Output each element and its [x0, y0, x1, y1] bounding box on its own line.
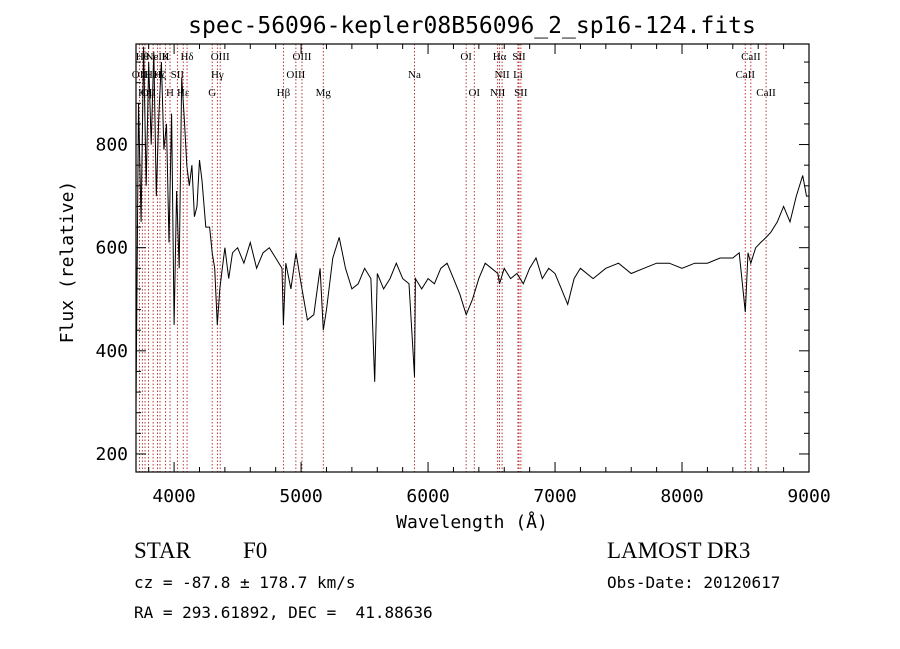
x-tick-label-1: 5000 [279, 486, 322, 507]
line-label-6: Hζ [154, 69, 167, 81]
line-label-10: Hε [177, 87, 190, 99]
y-tick-label-2: 600 [95, 238, 128, 259]
y-axis-label: Flux (relative) [57, 181, 78, 344]
object-class: STAR [134, 538, 191, 563]
line-label-30: CaII [756, 87, 776, 99]
line-label-14: OIII [211, 51, 230, 63]
line-label-27: SII [514, 87, 528, 99]
line-label-24: NII [494, 69, 510, 81]
x-axis-ticks: 4000 5000 6000 7000 8000 9000 [148, 44, 831, 507]
line-label-1: Hθ [136, 51, 149, 63]
line-label-23: Hα [493, 51, 507, 63]
x-tick-label-0: 4000 [152, 486, 195, 507]
line-label-25: Li [513, 69, 523, 81]
line-label-15: Hβ [277, 87, 291, 99]
spectrum-series-line [135, 46, 809, 408]
plot-frame [135, 43, 810, 473]
x-tick-label-4: 8000 [660, 486, 703, 507]
line-label-12: G [208, 87, 216, 99]
line-label-17: OIII [292, 51, 311, 63]
line-label-29: CaII [741, 51, 761, 63]
line-label-16: OIII [286, 69, 305, 81]
y-tick-label-0: 200 [95, 444, 128, 465]
line-label-8: H [166, 87, 174, 99]
line-label-19: Na [408, 69, 421, 81]
line-label-5: NeIII [146, 51, 170, 63]
line-label-22: NII [490, 87, 506, 99]
spectral-subclass: F0 [243, 538, 268, 563]
survey-release: LAMOST DR3 [607, 538, 751, 563]
line-label-9: SII [171, 69, 185, 81]
x-tick-label-2: 6000 [406, 486, 449, 507]
y-tick-label-1: 400 [95, 341, 128, 362]
y-tick-label-3: 800 [95, 135, 128, 156]
y-axis-ticks: 200 400 600 800 [95, 61, 809, 465]
observation-date: Obs-Date: 20120617 [607, 573, 781, 592]
x-axis-label: Wavelength (Å) [396, 511, 548, 533]
sky-coordinates: RA = 293.61892, DEC = 41.88636 [134, 603, 433, 622]
x-tick-label-5: 9000 [787, 486, 830, 507]
emission-line-markers [138, 44, 767, 472]
line-label-21: OI [468, 87, 480, 99]
line-label-28: CaII [735, 69, 755, 81]
line-label-20: OI [460, 51, 472, 63]
line-label-13: Hγ [211, 69, 224, 81]
line-label-11: Hδ [180, 51, 193, 63]
x-tick-label-3: 7000 [533, 486, 576, 507]
emission-line-labels: OIIHθHηOIIHeINeIIIHζKHSIIHεHδGHγOIIIHβOI… [132, 51, 776, 99]
redshift-readout: cz = -87.8 ± 178.7 km/s [134, 573, 356, 592]
chart-title: spec-56096-kepler08B56096_2_sp16-124.fit… [188, 13, 756, 39]
line-label-18: Mg [316, 87, 332, 99]
line-label-26: SII [512, 51, 526, 63]
line-label-7: K [162, 51, 170, 63]
